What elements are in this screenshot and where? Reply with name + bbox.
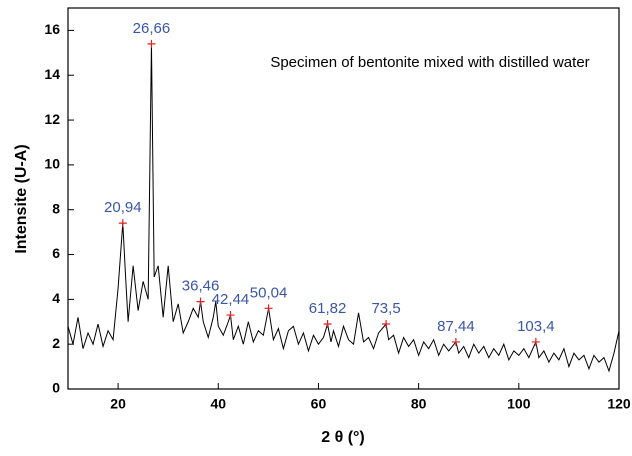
x-tick-label: 20 [110, 396, 126, 412]
peak-label: 26,66 [133, 20, 171, 37]
peak-marker [323, 320, 332, 329]
x-tick-label: 120 [607, 396, 631, 412]
peak-marker [226, 311, 235, 320]
peak-label: 87,44 [437, 318, 475, 335]
peak-marker [196, 297, 205, 306]
y-tick-label: 10 [44, 156, 60, 172]
peak-marker [531, 337, 540, 346]
peak-marker [147, 39, 156, 48]
y-tick-label: 6 [52, 245, 60, 261]
x-axis-title: 2 θ (°) [321, 429, 365, 446]
peak-marker [264, 304, 273, 313]
x-tick-label: 60 [311, 396, 327, 412]
y-tick-label: 14 [44, 66, 60, 82]
peak-label: 73,5 [371, 300, 400, 317]
y-tick-label: 4 [52, 290, 60, 306]
y-tick-label: 2 [52, 335, 60, 351]
x-tick-label: 80 [411, 396, 427, 412]
peak-label: 61,82 [309, 300, 347, 317]
peak-label: 42,44 [212, 291, 250, 308]
peak-label: 50,04 [250, 284, 288, 301]
x-tick-label: 100 [507, 396, 531, 412]
trace-line [67, 43, 620, 373]
peak-label: 20,94 [104, 199, 142, 216]
peak-marker [382, 320, 391, 329]
y-tick-label: 16 [44, 21, 60, 37]
x-tick-label: 40 [210, 396, 226, 412]
peak-marker [451, 337, 460, 346]
y-tick-label: 0 [52, 380, 60, 396]
peak-label: 103,4 [517, 318, 555, 335]
plot-frame [67, 7, 620, 390]
y-tick-label: 8 [52, 200, 60, 216]
y-tick-label: 12 [44, 111, 60, 127]
annotation: Specimen of bentonite mixed with distill… [270, 54, 589, 71]
y-axis-title: Intensite (U-A) [13, 144, 30, 253]
peak-marker [118, 219, 127, 228]
peak-label: 36,46 [182, 278, 220, 295]
